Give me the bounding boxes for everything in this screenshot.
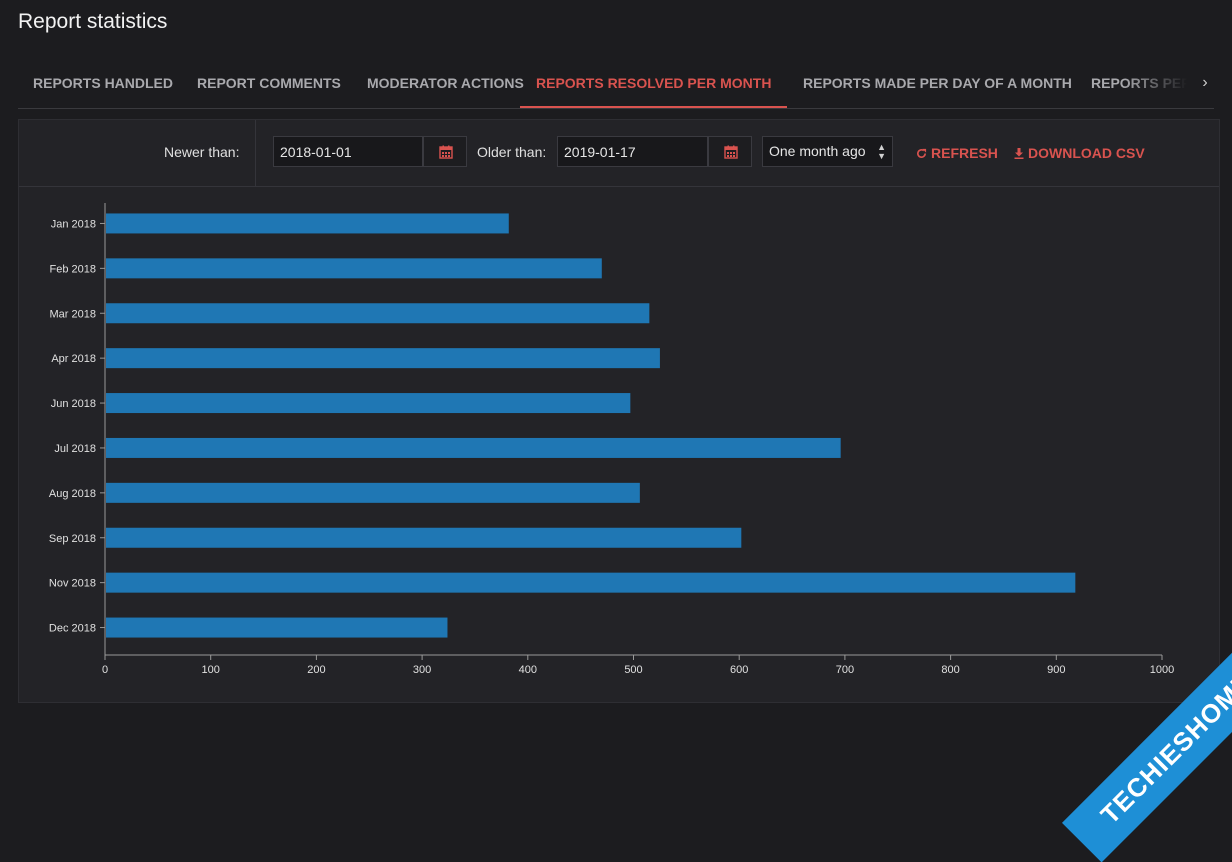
select-arrows-icon: ▲ ▼	[877, 142, 886, 161]
tab-reports-made-per-day[interactable]: REPORTS MADE PER DAY OF A MONTH	[803, 75, 1072, 91]
range-select[interactable]: One month ago ▲ ▼	[762, 136, 893, 167]
tab-bar: REPORTS HANDLED REPORT COMMENTS MODERATO…	[18, 60, 1214, 109]
bar	[106, 572, 1076, 593]
bar	[106, 258, 602, 279]
statistics-panel: Newer than: Older than:	[18, 119, 1220, 703]
x-tick-label: 500	[624, 664, 642, 676]
refresh-icon	[917, 148, 927, 158]
y-tick-label: Jul 2018	[54, 443, 96, 455]
y-tick-label: Jun 2018	[51, 398, 96, 410]
chevron-right-icon[interactable]: ›	[1202, 74, 1208, 91]
x-tick-label: 0	[102, 664, 108, 676]
bar	[106, 437, 841, 458]
y-tick-label: Jan 2018	[51, 218, 96, 230]
bar	[106, 527, 742, 548]
older-than-calendar-button[interactable]	[708, 136, 752, 167]
y-tick-label: Aug 2018	[49, 488, 96, 500]
newer-than-input[interactable]	[273, 136, 423, 167]
x-tick-label: 200	[307, 664, 325, 676]
y-tick-label: Feb 2018	[50, 263, 96, 275]
tab-moderator-actions[interactable]: MODERATOR ACTIONS	[367, 75, 524, 91]
bar	[106, 482, 640, 503]
tab-reports-resolved-per-month[interactable]: REPORTS RESOLVED PER MONTH	[520, 60, 788, 108]
x-tick-label: 1000	[1150, 664, 1174, 676]
newer-than-calendar-button[interactable]	[423, 136, 467, 167]
older-than-input[interactable]	[557, 136, 708, 167]
tab-overflow-fade	[1124, 60, 1214, 106]
calendar-icon	[724, 145, 738, 159]
newer-than-label: Newer than:	[164, 144, 240, 160]
range-select-value: One month ago	[769, 143, 866, 159]
x-tick-label: 900	[1047, 664, 1065, 676]
page-title: Report statistics	[18, 10, 168, 33]
filter-divider	[255, 120, 256, 186]
calendar-icon	[439, 145, 453, 159]
bar	[106, 303, 650, 324]
bar	[106, 393, 631, 414]
y-tick-label: Dec 2018	[49, 623, 96, 635]
bar	[106, 348, 660, 369]
older-than-label: Older than:	[477, 144, 547, 160]
y-tick-label: Nov 2018	[49, 578, 96, 590]
bar	[106, 213, 509, 234]
download-csv-label: DOWNLOAD CSV	[1028, 145, 1145, 161]
filter-bar: Newer than: Older than:	[19, 120, 1219, 187]
download-csv-button[interactable]: DOWNLOAD CSV	[1014, 145, 1145, 161]
x-tick-label: 300	[413, 664, 431, 676]
tab-report-comments[interactable]: REPORT COMMENTS	[197, 75, 341, 91]
x-tick-label: 400	[519, 664, 537, 676]
refresh-button[interactable]: REFRESH	[916, 145, 998, 161]
bar	[106, 617, 448, 638]
x-tick-label: 600	[730, 664, 748, 676]
x-tick-label: 100	[202, 664, 220, 676]
refresh-label: REFRESH	[931, 145, 998, 161]
reports-resolved-chart: Jan 2018 Feb 2018 Mar 2018 Apr 2018 Jun 2018…	[49, 203, 1174, 676]
tab-reports-handled[interactable]: REPORTS HANDLED	[33, 75, 174, 91]
download-icon	[1014, 148, 1024, 159]
y-tick-label: Apr 2018	[51, 353, 96, 365]
x-tick-label: 700	[836, 664, 854, 676]
y-tick-label: Mar 2018	[50, 308, 96, 320]
x-tick-label: 800	[941, 664, 959, 676]
y-tick-label: Sep 2018	[49, 533, 96, 545]
